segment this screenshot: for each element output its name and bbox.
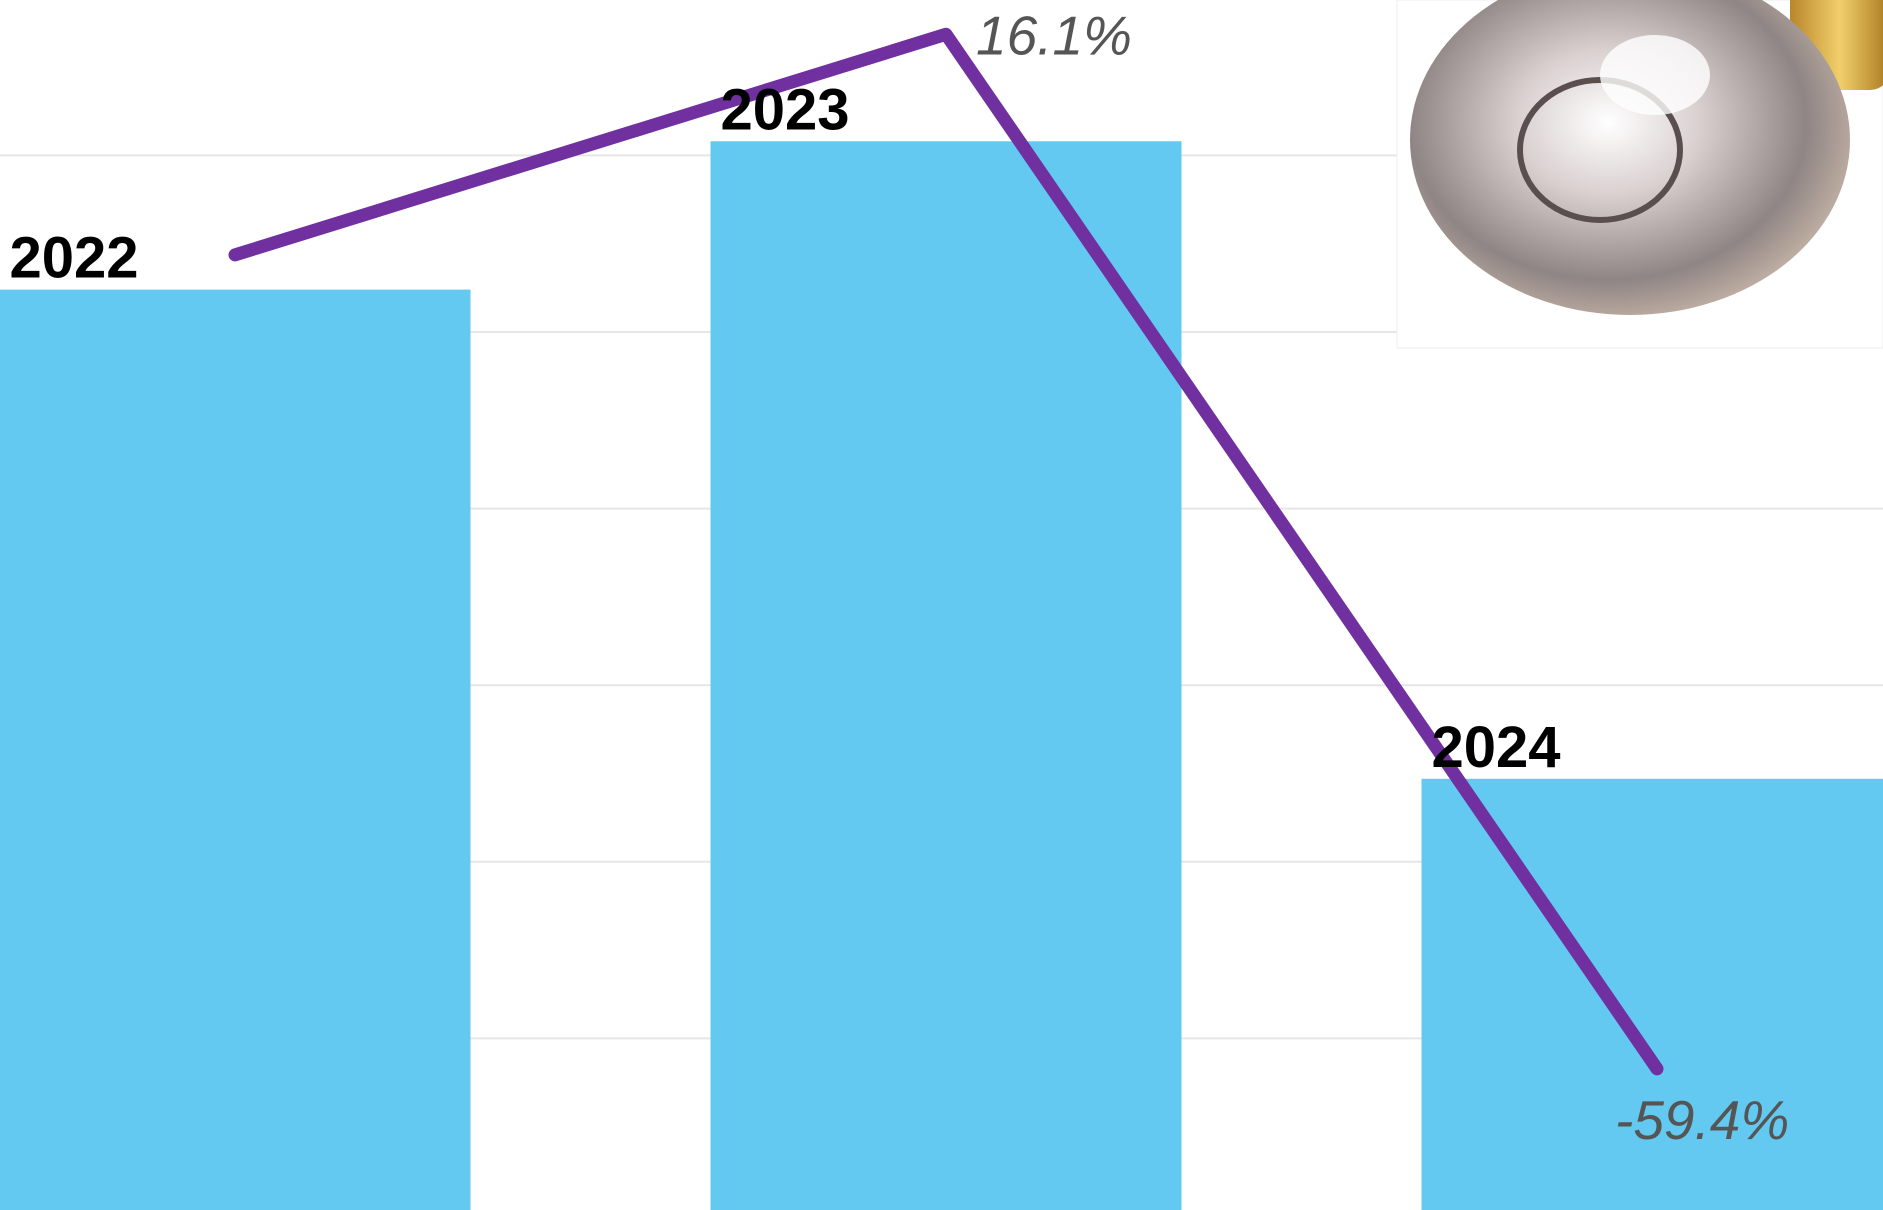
category-label: 2023: [721, 77, 850, 142]
page: {"chart_data": {"type": "bar-line", "cat…: [0, 0, 1883, 1210]
chart: 2022 2023 2024 16.1% -59.4%: [0, 0, 1883, 1210]
value-label: 16.1%: [976, 4, 1132, 66]
bar: [0, 290, 471, 1210]
category-label: 2022: [10, 226, 139, 291]
lightbulb-photo: [1397, 0, 1883, 348]
bar: [711, 141, 1182, 1210]
value-label: -59.4%: [1615, 1089, 1789, 1151]
category-label: 2024: [1432, 715, 1561, 780]
bulb-glow: [1600, 35, 1710, 115]
